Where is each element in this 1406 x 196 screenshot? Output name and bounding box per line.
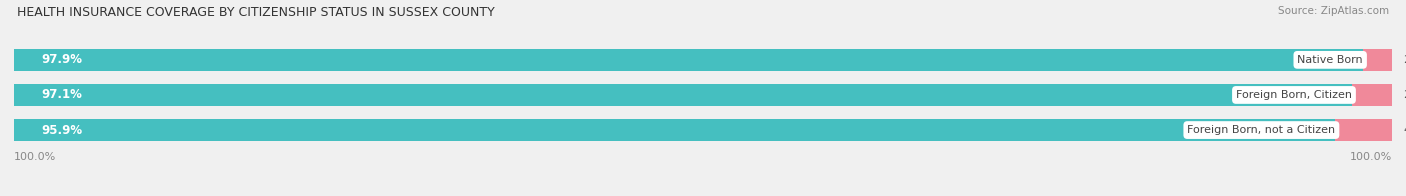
Text: 100.0%: 100.0% bbox=[1350, 152, 1392, 162]
Text: Native Born: Native Born bbox=[1298, 55, 1362, 65]
Bar bbox=[14, 84, 1353, 106]
Text: 4.1%: 4.1% bbox=[1403, 125, 1406, 135]
Bar bbox=[14, 119, 1392, 141]
Bar bbox=[14, 49, 1362, 71]
Text: 95.9%: 95.9% bbox=[42, 123, 83, 137]
Text: HEALTH INSURANCE COVERAGE BY CITIZENSHIP STATUS IN SUSSEX COUNTY: HEALTH INSURANCE COVERAGE BY CITIZENSHIP… bbox=[17, 6, 495, 19]
Bar bbox=[1336, 119, 1392, 141]
Text: 100.0%: 100.0% bbox=[14, 152, 56, 162]
Bar bbox=[14, 119, 1336, 141]
Text: Foreign Born, Citizen: Foreign Born, Citizen bbox=[1236, 90, 1353, 100]
Text: 2.9%: 2.9% bbox=[1403, 90, 1406, 100]
Text: 97.1%: 97.1% bbox=[42, 88, 83, 102]
Bar bbox=[1353, 84, 1392, 106]
Bar bbox=[14, 84, 1392, 106]
Text: 2.1%: 2.1% bbox=[1403, 55, 1406, 65]
Bar bbox=[1362, 49, 1392, 71]
Text: Foreign Born, not a Citizen: Foreign Born, not a Citizen bbox=[1187, 125, 1336, 135]
Text: Source: ZipAtlas.com: Source: ZipAtlas.com bbox=[1278, 6, 1389, 16]
Text: 97.9%: 97.9% bbox=[42, 53, 83, 66]
Bar bbox=[14, 49, 1392, 71]
